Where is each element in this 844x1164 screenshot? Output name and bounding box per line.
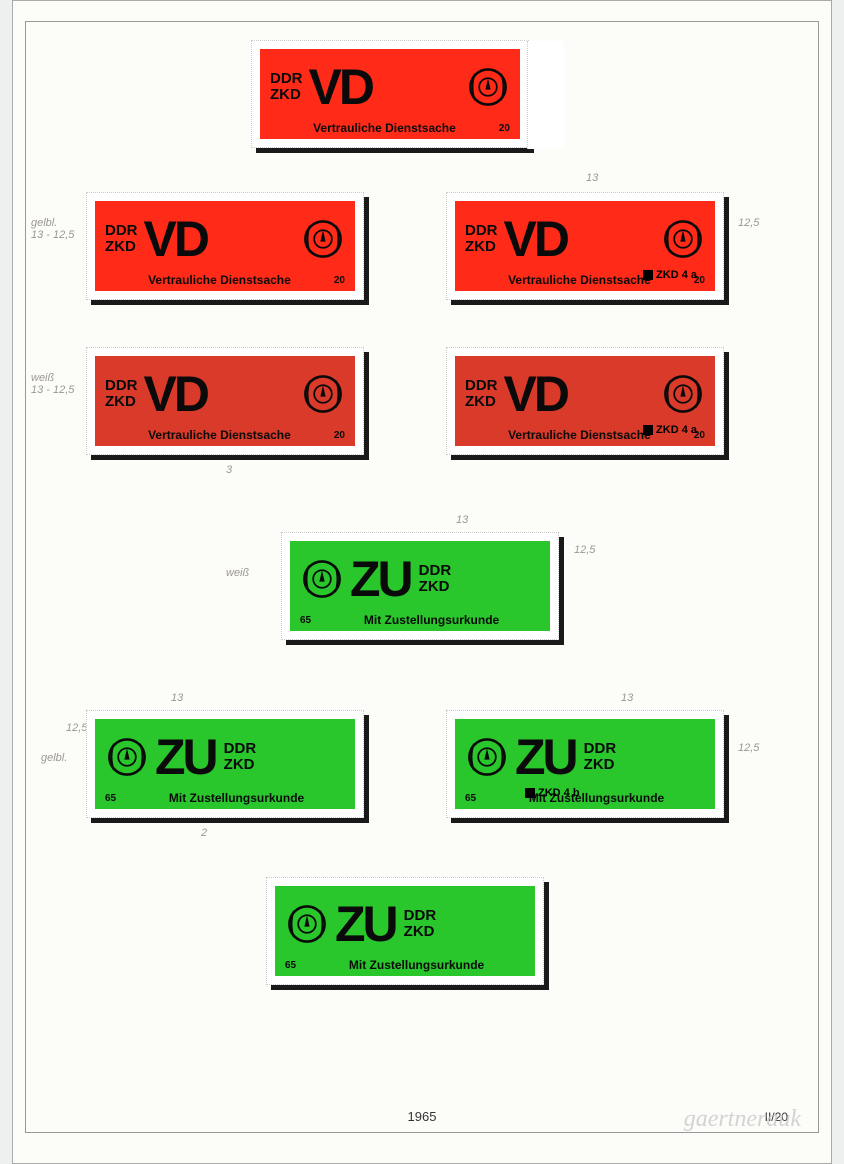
annotation: 3 — [226, 464, 232, 476]
page-number: II/20 — [765, 1110, 788, 1124]
ddr-emblem-icon — [285, 902, 329, 946]
annotation: gelbl. 13 - 12,5 — [31, 217, 74, 241]
annotation: weiß — [226, 567, 249, 579]
stamp-zu-2: ZU DDR ZKD 65 Mit Zustellungsurkunde — [86, 710, 364, 818]
zkd-label: ZKD — [270, 87, 303, 103]
annotation: 13 — [621, 692, 633, 704]
overprint-text: ZKD 4 a — [643, 269, 697, 281]
stamp-vd-4: DDR ZKD VD Vertrauliche Dienstsache 20 — [86, 347, 364, 455]
annotation: 13 — [171, 692, 183, 704]
stamp-zu-1: ZU DDR ZKD 65 Mit Zustellungsurkunde — [281, 532, 559, 640]
album-page: DDR ZKD VD Vertrauliche Dienstsache 20 — [12, 0, 832, 1164]
vd-subtitle: Vertrauliche Dienstsache — [270, 121, 499, 135]
stamp-zu-3-overprint: ZU DDR ZKD 65 Mit Zustellungsurkunde ZKD… — [446, 710, 724, 818]
vd-big: VD — [309, 65, 463, 110]
overprint-text: ZKD 4 b — [525, 787, 580, 799]
stamp-vd-5-overprint: DDR ZKD VD Vertrauliche Dienstsache 20 Z — [446, 347, 724, 455]
year-label: 1965 — [408, 1109, 437, 1124]
annotation: 12,5 — [574, 544, 595, 556]
ddr-emblem-icon — [661, 217, 705, 261]
ddr-emblem-icon — [466, 65, 510, 109]
stamp-vd-3-overprint: DDR ZKD VD Vertrauliche Dienstsache 20 Z — [446, 192, 724, 300]
annotation: 2 — [201, 827, 207, 839]
vd-denom: 20 — [499, 123, 510, 134]
ddr-emblem-icon — [300, 557, 344, 601]
annotation: 12,5 — [738, 742, 759, 754]
inner-frame: DDR ZKD VD Vertrauliche Dienstsache 20 — [25, 21, 819, 1133]
annotation: 12,5 — [738, 217, 759, 229]
ddr-label: DDR — [270, 71, 303, 87]
ddr-emblem-icon — [301, 217, 345, 261]
annotation: 12,5 — [66, 722, 87, 734]
annotation: weiß 13 - 12,5 — [31, 372, 74, 396]
annotation: 13 — [586, 172, 598, 184]
ddr-emblem-icon — [465, 735, 509, 779]
overprint-text: ZKD 4 a — [643, 424, 697, 436]
stamp-zu-4: ZU DDR ZKD 65 Mit Zustellungsurkunde — [266, 877, 544, 985]
annotation: gelbl. — [41, 752, 67, 764]
stamp-vd-face: DDR ZKD VD Vertrauliche Dienstsache 20 — [260, 49, 520, 139]
stamp-vd-2: DDR ZKD VD Vertrauliche Dienstsache 20 — [86, 192, 364, 300]
ddr-emblem-icon — [105, 735, 149, 779]
annotation: 13 — [456, 514, 468, 526]
ddr-emblem-icon — [301, 372, 345, 416]
stamp-selvage — [527, 41, 564, 149]
ddr-emblem-icon — [661, 372, 705, 416]
stamp-vd-1: DDR ZKD VD Vertrauliche Dienstsache 20 — [251, 40, 529, 148]
